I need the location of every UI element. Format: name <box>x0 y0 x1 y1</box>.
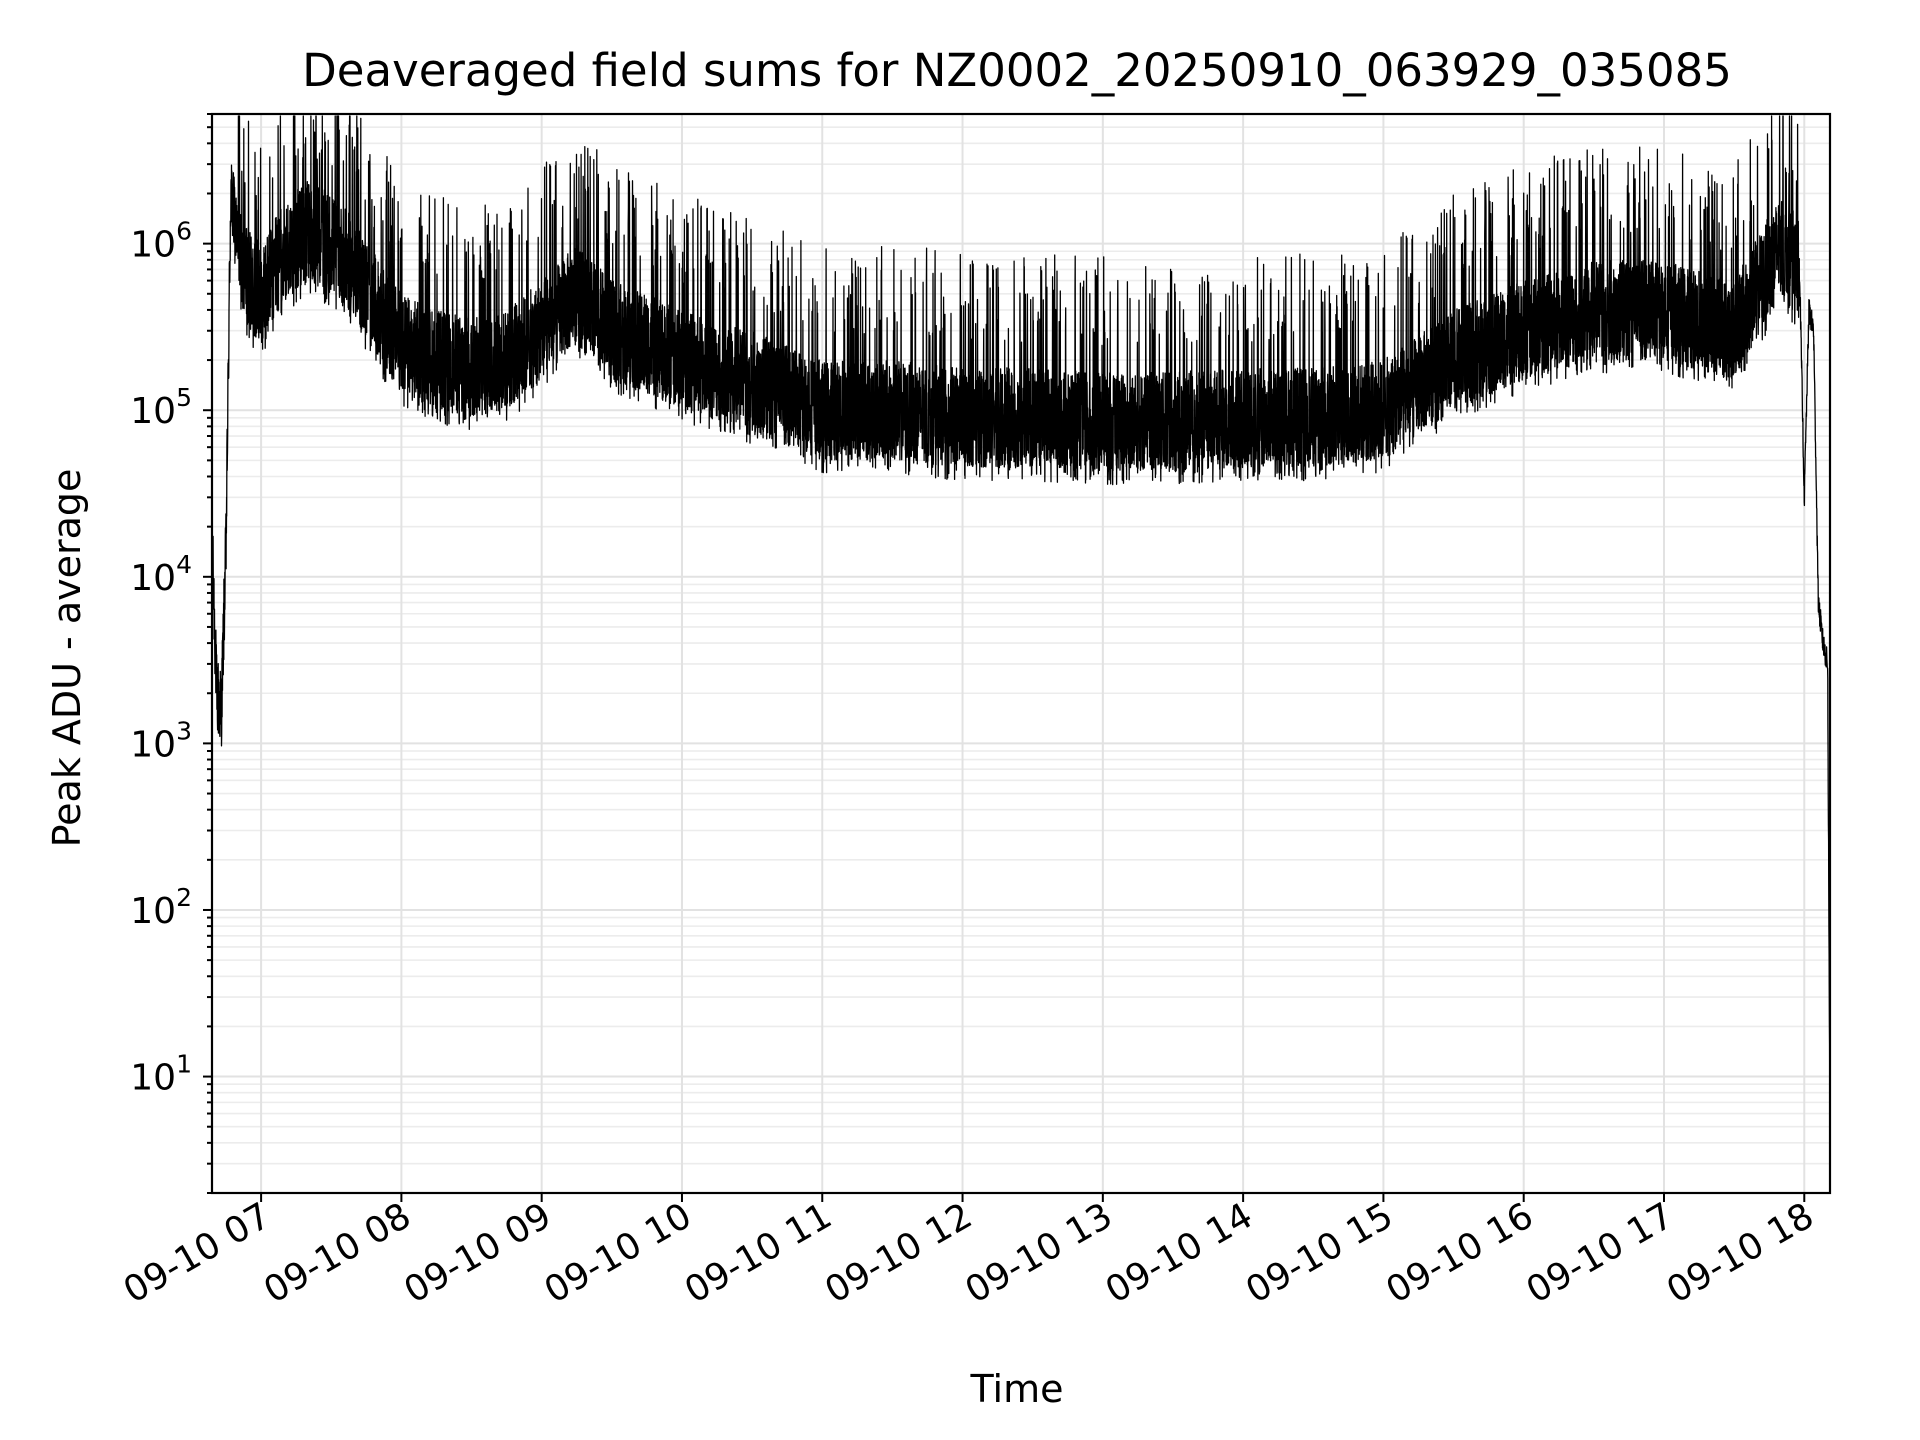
x-tick-label: 09-10 13 <box>959 1195 1120 1311</box>
x-tick-label: 09-10 16 <box>1380 1195 1541 1311</box>
x-tick-label: 09-10 09 <box>398 1195 559 1311</box>
y-tick-label: 101 <box>130 1050 192 1099</box>
y-tick-label: 102 <box>130 883 192 932</box>
x-tick-label: 09-10 08 <box>257 1195 418 1311</box>
plot-frame <box>210 112 1832 1195</box>
x-tick-label: 09-10 12 <box>818 1195 979 1311</box>
x-tick-label: 09-10 10 <box>538 1195 699 1311</box>
y-tick-label: 103 <box>130 716 192 765</box>
x-tick-label: 09-10 17 <box>1520 1195 1681 1311</box>
chart-title: Deaveraged field sums for NZ0002_2025091… <box>302 44 1732 97</box>
x-tick-label: 09-10 11 <box>678 1195 839 1311</box>
x-tick-label: 09-10 18 <box>1660 1195 1821 1311</box>
y-tick-label: 105 <box>130 383 192 432</box>
y-tick-label: 106 <box>130 217 192 266</box>
data-series-line <box>211 115 1831 1115</box>
y-tick-label: 104 <box>130 550 192 599</box>
x-tick-label: 09-10 15 <box>1239 1195 1400 1311</box>
x-tick-label: 09-10 07 <box>117 1195 278 1311</box>
y-axis-label: Peak ADU - average <box>45 469 89 848</box>
x-tick-label: 09-10 14 <box>1099 1195 1260 1311</box>
x-axis-label: Time <box>970 1367 1064 1411</box>
